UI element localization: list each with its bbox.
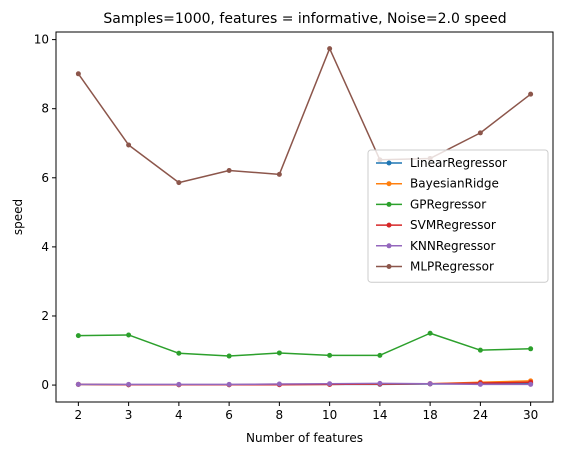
x-tick-label: 4 <box>175 408 183 422</box>
data-point-gpregressor <box>126 332 132 338</box>
y-tick-label: 0 <box>41 378 49 392</box>
series-knnregressor <box>75 380 534 387</box>
data-point-gpregressor <box>528 346 534 352</box>
y-tick-label: 6 <box>41 171 49 185</box>
data-point-mlpregressor <box>226 168 232 174</box>
data-point-mlpregressor <box>75 71 81 77</box>
data-point-knnregressor <box>528 381 534 387</box>
legend-label: MLPRegressor <box>410 260 494 274</box>
y-tick-label: 8 <box>41 102 49 116</box>
legend-marker <box>386 264 392 269</box>
data-point-gpregressor <box>477 347 483 353</box>
y-axis-ticks: 0 2 4 6 8 10 <box>34 33 56 392</box>
series-line-mlpregressor <box>77 47 532 184</box>
data-point-knnregressor <box>276 381 282 387</box>
series-line-knnregressor <box>78 382 531 386</box>
data-point-mlpregressor <box>528 91 534 97</box>
chart-title: Samples=1000, features = informative, No… <box>103 11 506 27</box>
legend-marker <box>386 243 392 249</box>
x-tick-label: 3 <box>125 408 133 422</box>
data-point-gpregressor <box>377 352 383 358</box>
legend-label: BayesianRidge <box>410 177 499 191</box>
legend-item-gpregressor: GPRegressor <box>376 197 486 211</box>
data-point-knnregressor <box>427 381 433 387</box>
x-tick-label: 14 <box>372 408 387 422</box>
legend-label: KNNRegressor <box>410 239 496 253</box>
x-tick-label: 8 <box>276 408 284 422</box>
y-tick-label: 4 <box>41 240 49 254</box>
data-point-gpregressor <box>226 353 232 359</box>
legend-marker <box>386 181 392 187</box>
data-point-gpregressor <box>176 350 182 356</box>
data-point-knnregressor <box>377 380 383 386</box>
data-point-gpregressor <box>427 330 433 336</box>
data-point-knnregressor <box>75 381 81 387</box>
legend-marker <box>386 201 392 207</box>
data-point-knnregressor <box>477 381 483 387</box>
x-tick-label: 24 <box>473 408 488 422</box>
plot-frame <box>55 31 554 403</box>
legend-label: GPRegressor <box>410 197 486 211</box>
data-point-mlpregressor <box>477 130 483 136</box>
y-axis-label: speed <box>11 199 25 235</box>
legend-item-bayesianridge: BayesianRidge <box>376 177 499 191</box>
data-point-mlpregressor <box>176 180 182 186</box>
y-tick-label: 10 <box>34 33 49 47</box>
plot-area <box>75 46 534 388</box>
legend-marker <box>386 222 392 228</box>
legend-item-mlpregressor: MLPRegressor <box>376 260 494 274</box>
data-point-gpregressor <box>276 350 282 356</box>
legend-item-knnregressor: KNNRegressor <box>376 239 496 253</box>
series-gpregressor <box>75 330 534 359</box>
x-tick-label: 6 <box>225 408 233 422</box>
legend: LinearRegressor BayesianRidge GPRegressor S… <box>367 149 549 283</box>
data-point-gpregressor <box>327 352 333 358</box>
x-axis-ticks: 2 3 4 6 8 10 14 18 24 30 <box>75 402 538 422</box>
legend-label: SVMRegressor <box>410 218 496 232</box>
legend-marker <box>386 160 392 166</box>
series-line-gpregressor <box>78 332 531 357</box>
data-point-gpregressor <box>75 333 81 339</box>
data-point-knnregressor <box>226 381 232 387</box>
y-tick-label: 2 <box>41 309 49 323</box>
data-point-mlpregressor <box>327 46 333 52</box>
legend-item-svmregressor: SVMRegressor <box>376 218 496 232</box>
x-tick-label: 10 <box>322 408 337 422</box>
x-tick-label: 30 <box>523 408 538 422</box>
data-point-mlpregressor <box>126 142 132 148</box>
data-point-knnregressor <box>176 381 182 387</box>
data-point-mlpregressor <box>276 171 282 177</box>
x-tick-label: 2 <box>75 408 83 422</box>
data-point-knnregressor <box>327 381 333 387</box>
x-axis-label: Number of features <box>246 431 363 445</box>
legend-item-linearregressor: LinearRegressor <box>376 156 507 170</box>
x-tick-label: 18 <box>422 408 437 422</box>
legend-box <box>367 149 549 283</box>
legend-label: LinearRegressor <box>410 156 507 170</box>
data-point-knnregressor <box>126 381 132 387</box>
